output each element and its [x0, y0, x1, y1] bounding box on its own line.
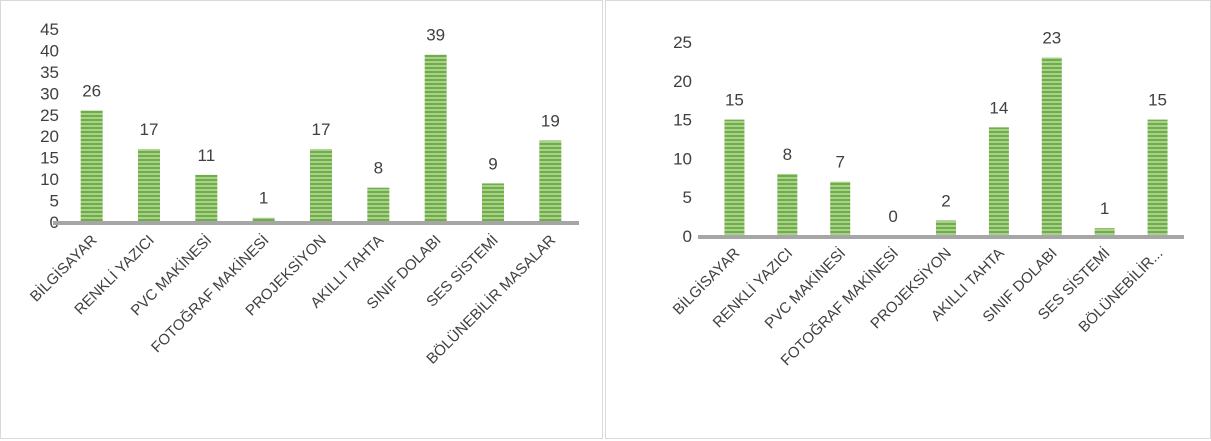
chart-1-ytick-label: 35	[40, 63, 59, 82]
chart-2-ytick-label: 0	[683, 227, 692, 246]
chart-1-bar	[195, 174, 218, 222]
chart-2-data-label: 23	[1042, 29, 1061, 48]
chart-1-bar	[482, 183, 504, 222]
chart-1-ytick-label: 10	[40, 170, 59, 189]
chart-2-data-label: 7	[835, 153, 844, 172]
chart-2-x-axis-line	[698, 235, 1184, 239]
chart-2-ytick-label: 25	[673, 33, 692, 52]
chart-1-bar	[539, 140, 562, 222]
chart-2-data-label: 2	[941, 191, 950, 210]
chart-2-ytick-label: 5	[683, 188, 692, 207]
chart-1-ytick-label: 40	[40, 41, 59, 60]
chart-2-bar	[777, 173, 798, 236]
chart-1-bar	[424, 54, 447, 222]
chart-2-data-label: 15	[725, 91, 744, 110]
chart-1-ytick-label: 20	[40, 127, 59, 146]
chart-1-x-axis-line	[53, 221, 579, 225]
chart-2-data-label: 8	[783, 145, 792, 164]
chart-1-bar	[310, 149, 332, 222]
chart-2-bar	[988, 127, 1009, 236]
chart-1-ytick-label: 25	[40, 106, 59, 125]
chart-2-data-label: 15	[1148, 91, 1167, 110]
chart-panel-2: 0 5 10 15 20 25 15 BİLGİSAYAR 8 RENKLİ YAZICI 7 PVC…	[605, 0, 1211, 439]
chart-1-ytick-label: 15	[40, 149, 59, 168]
chart-1-data-label: 8	[374, 159, 383, 178]
chart-2-bar	[936, 220, 956, 236]
chart-1-svg: 05101520253035404526BİLGİSAYAR17RENKLİ Y…	[26, 20, 579, 368]
chart-1-data-label: 26	[82, 81, 101, 100]
chart-1-category-label: FOTOĞRAF MAKİNESİ	[147, 231, 272, 356]
chart-2-ytick-label: 10	[673, 149, 692, 168]
chart-1-data-label: 11	[198, 146, 216, 165]
chart-2-bar	[724, 119, 745, 236]
chart-2-data-label: 1	[1100, 199, 1109, 218]
chart-2-bar	[1147, 119, 1168, 236]
chart-1-data-label: 1	[259, 189, 268, 208]
chart-1-bar	[367, 187, 390, 222]
chart-2-data-label: 0	[888, 207, 897, 226]
chart-2-ytick-label: 15	[673, 111, 692, 130]
chart-1-data-label: 19	[541, 112, 560, 131]
chart-panel-1: 05101520253035404526BİLGİSAYAR17RENKLİ Y…	[0, 0, 603, 439]
chart-1-ytick-label: 30	[40, 84, 59, 103]
chart-1-data-label: 17	[140, 120, 159, 139]
chart-1-ytick-label: 45	[40, 20, 59, 39]
chart-2-bar	[1094, 228, 1115, 236]
chart-1-bar	[252, 217, 275, 222]
chart-1-bar	[80, 110, 103, 222]
chart-2-bar	[1041, 57, 1062, 236]
chart-2-data-label: 14	[989, 98, 1008, 117]
chart-1-data-label: 9	[488, 154, 497, 173]
chart-1-data-label: 17	[312, 120, 331, 139]
chart-1-ytick-label: 5	[50, 192, 59, 211]
chart-2-ytick-label: 20	[673, 72, 692, 91]
chart-2-bar	[830, 181, 851, 236]
chart-1-bar	[138, 149, 160, 222]
chart-1-data-label: 39	[426, 26, 445, 45]
